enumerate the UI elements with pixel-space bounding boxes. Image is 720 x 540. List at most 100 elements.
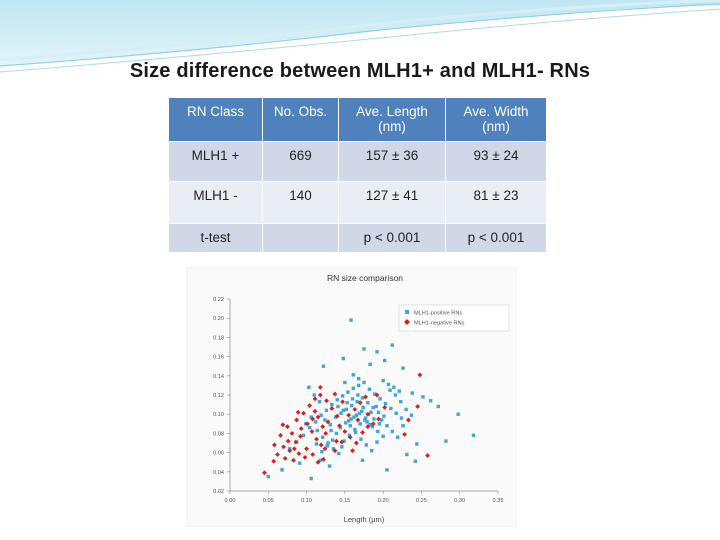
data-point-positive [280, 468, 284, 472]
data-point-positive [349, 417, 353, 421]
data-point-positive [340, 445, 344, 449]
data-point-negative [406, 417, 411, 423]
data-point-positive [360, 396, 365, 400]
table-cell: 669 [262, 141, 339, 182]
table-cell: MLH1 + [168, 141, 263, 182]
data-point-negative [342, 429, 348, 434]
data-point-negative [329, 406, 335, 411]
data-point-negative [298, 426, 304, 431]
data-point-positive [323, 418, 327, 422]
chart-axes: 0.00 0.05 0.10 0.15 0.20 0.25 0.30 0.35 0.02 0.04… [213, 297, 503, 504]
data-point-positive [349, 318, 353, 322]
data-point-positive [379, 418, 384, 422]
data-point-negative [302, 455, 308, 460]
data-point-positive [373, 392, 377, 396]
data-point-positive [386, 382, 391, 387]
legend-marker-negative [404, 319, 410, 325]
data-point-positive [336, 404, 340, 409]
data-point-positive [344, 407, 349, 412]
data-point-negative [315, 459, 321, 465]
data-point-positive [399, 416, 404, 420]
rn-size-table: RN Class No. Obs. Ave. Length (nm) Ave. … [168, 97, 547, 253]
data-point-negative [317, 384, 323, 390]
data-point-positive [392, 385, 396, 390]
table-cell: 157 ± 36 [338, 141, 446, 182]
chart-points [262, 318, 476, 481]
data-point-positive [351, 386, 355, 390]
data-point-positive [444, 439, 448, 443]
data-point-positive [381, 434, 385, 438]
data-point-positive [360, 409, 364, 414]
data-point-positive [307, 425, 312, 430]
data-point-positive [385, 424, 389, 428]
data-point-negative [334, 438, 339, 444]
data-point-negative [293, 439, 299, 445]
header-cell: RN Class [168, 97, 263, 142]
data-point-positive [421, 395, 425, 399]
data-point-positive [404, 407, 408, 412]
data-point-positive [350, 397, 355, 401]
data-point-positive [317, 400, 322, 404]
y-tick-label: 0.08 [213, 431, 224, 437]
data-point-positive [364, 443, 368, 447]
data-point-positive [366, 400, 370, 405]
data-point-negative [382, 405, 388, 410]
data-point-positive [360, 458, 365, 462]
slide-title: Size difference between MLH1+ and MLH1- … [129, 60, 591, 82]
table-row: t-test p < 0.001 p < 0.001 [168, 223, 547, 253]
data-point-positive [357, 411, 362, 415]
data-point-positive [367, 387, 372, 391]
data-point-positive [314, 420, 318, 424]
data-point-positive [374, 404, 378, 409]
data-point-negative [291, 446, 297, 452]
data-point-negative [363, 394, 368, 400]
table-cell: 93 ± 24 [445, 141, 547, 182]
data-point-negative [417, 372, 423, 378]
data-point-positive [354, 413, 359, 417]
data-point-positive [350, 403, 354, 408]
data-point-negative [365, 424, 371, 430]
table-cell [262, 223, 339, 253]
data-point-negative [353, 440, 359, 446]
legend-label-positive: MLH1-positive RNs [414, 311, 462, 317]
data-point-negative [317, 392, 323, 398]
data-point-positive [266, 474, 270, 479]
data-point-positive [368, 362, 372, 366]
data-point-positive [343, 380, 347, 385]
data-point-positive [471, 433, 476, 438]
data-point-positive [309, 476, 313, 481]
data-point-positive [389, 406, 393, 411]
data-point-negative [307, 403, 313, 408]
data-point-negative [285, 438, 291, 444]
x-tick-label: 0.20 [378, 498, 389, 504]
data-point-negative [315, 414, 321, 420]
data-point-positive [314, 442, 319, 446]
data-point-negative [262, 470, 267, 476]
data-point-negative [282, 455, 288, 461]
data-point-positive [376, 410, 381, 414]
data-point-positive [409, 413, 414, 417]
data-point-positive [368, 423, 372, 427]
data-point-negative [278, 432, 283, 438]
x-tick-label: 0.00 [225, 498, 236, 504]
data-point-positive [342, 439, 346, 443]
data-point-positive [415, 442, 419, 446]
data-point-positive [346, 390, 350, 394]
table-cell: t-test [168, 223, 263, 253]
data-point-negative [312, 408, 318, 414]
data-point-positive [352, 415, 356, 419]
data-point-negative [325, 419, 331, 425]
data-point-positive [343, 421, 348, 425]
data-point-negative [289, 431, 295, 436]
y-tick-label: 0.02 [213, 489, 224, 495]
data-point-positive [326, 441, 330, 445]
data-point-positive [337, 451, 341, 456]
y-tick-label: 0.18 [213, 335, 224, 341]
data-point-negative [334, 413, 340, 419]
data-point-negative [415, 404, 420, 409]
table-cell: p < 0.001 [338, 223, 446, 253]
data-point-positive [428, 399, 433, 403]
y-tick-label: 0.10 [213, 412, 224, 418]
rn-size-scatter-chart: RN size comparison 0.00 0.05 0.10 0.15 0.20 0… [185, 267, 518, 527]
data-point-negative [320, 424, 326, 430]
